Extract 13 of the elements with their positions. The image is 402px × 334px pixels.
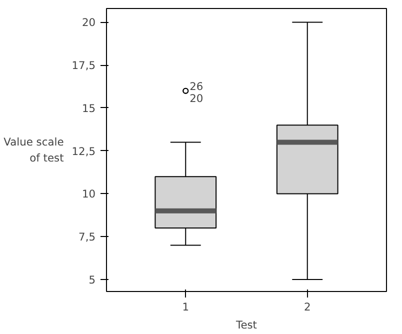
y-tick-label: 15 (82, 102, 96, 115)
annotation: 26 (190, 80, 204, 93)
y-tick-label: 7,5 (78, 230, 96, 244)
annotation: 20 (190, 92, 204, 105)
x-tick-label: 2 (304, 300, 311, 314)
x-axis-title: Test (235, 318, 257, 332)
y-tick-label: 12,5 (72, 144, 96, 158)
y-tick-label: 20 (82, 16, 96, 30)
y-tick-label: 10 (82, 188, 96, 201)
y-tick-label: 5 (88, 273, 96, 286)
y-tick-label: 17,5 (72, 59, 96, 72)
x-tick-label: 1 (182, 300, 190, 314)
y-axis-title: Value scale of test (4, 136, 64, 164)
